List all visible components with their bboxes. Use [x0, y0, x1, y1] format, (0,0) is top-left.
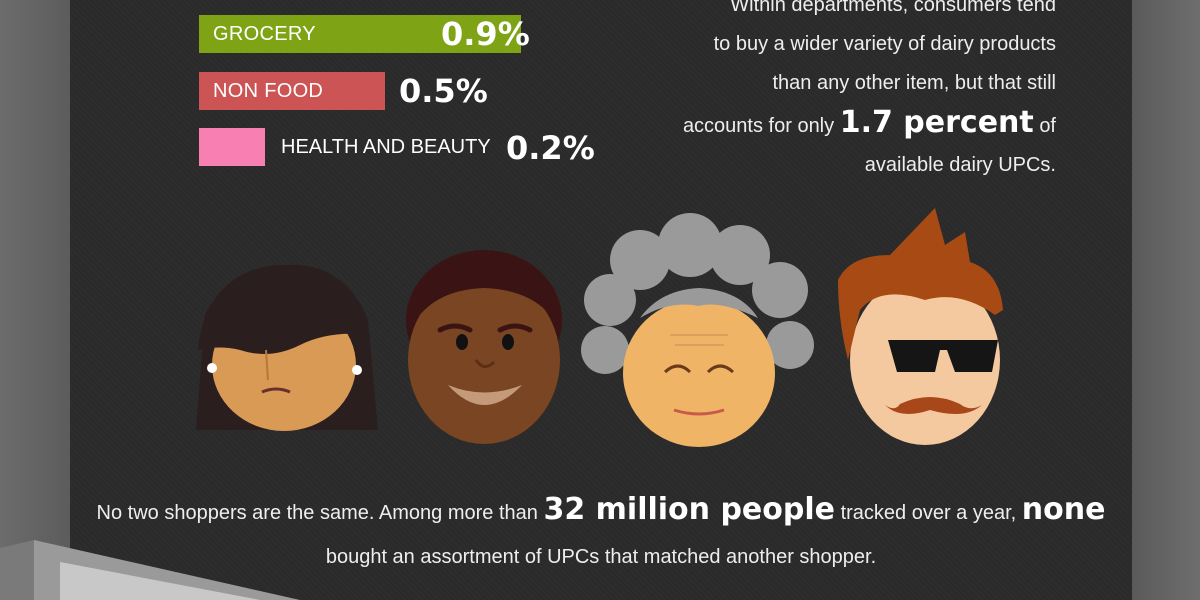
caption-line: bought an assortment of UPCs that matche… — [325, 546, 877, 568]
note-text: accounts for only — [682, 115, 835, 137]
woman-face-icon — [196, 264, 378, 431]
non-food-label: NON FOOD — [213, 79, 324, 102]
caption-highlight: none — [1021, 492, 1106, 527]
caption-text: tracked over a year, — [840, 502, 1017, 524]
health-beauty-value: 0.2% — [506, 129, 595, 167]
grandma-face-icon — [581, 213, 814, 447]
note-highlight: 1.7 percent — [839, 105, 1034, 140]
left-backdrop — [0, 0, 70, 600]
caption-text: No two shoppers are the same. Among more… — [96, 502, 538, 524]
grocery-bar: GROCERY — [199, 15, 521, 53]
non-food-bar: NON FOOD — [199, 72, 385, 110]
grocery-value: 0.9% — [441, 15, 530, 53]
caption-highlight: 32 million people — [543, 492, 835, 527]
note-line: than any other item, but that still — [772, 72, 1057, 94]
health-beauty-label: HEALTH AND BEAUTY — [281, 136, 491, 158]
hipster-face-icon — [838, 208, 1003, 445]
dairy-note: Within departments, consumers tend to bu… — [596, 0, 1056, 185]
health-beauty-bar — [199, 128, 265, 166]
shoppers-caption: No two shoppers are the same. Among more… — [70, 488, 1132, 579]
non-food-value: 0.5% — [399, 72, 488, 110]
device-corner-icon — [0, 540, 300, 600]
caption-line: No two shoppers are the same. Among more… — [70, 488, 1132, 535]
note-line: to buy a wider variety of dairy products — [713, 33, 1056, 55]
right-backdrop — [1132, 0, 1200, 600]
note-text: of — [1039, 115, 1056, 137]
man-face-icon — [406, 250, 562, 444]
note-line: Within departments, consumers tend — [730, 0, 1056, 16]
grocery-label: GROCERY — [213, 22, 316, 45]
note-line: available dairy UPCs. — [864, 154, 1056, 176]
note-line: accounts for only 1.7 percent of — [596, 103, 1056, 146]
